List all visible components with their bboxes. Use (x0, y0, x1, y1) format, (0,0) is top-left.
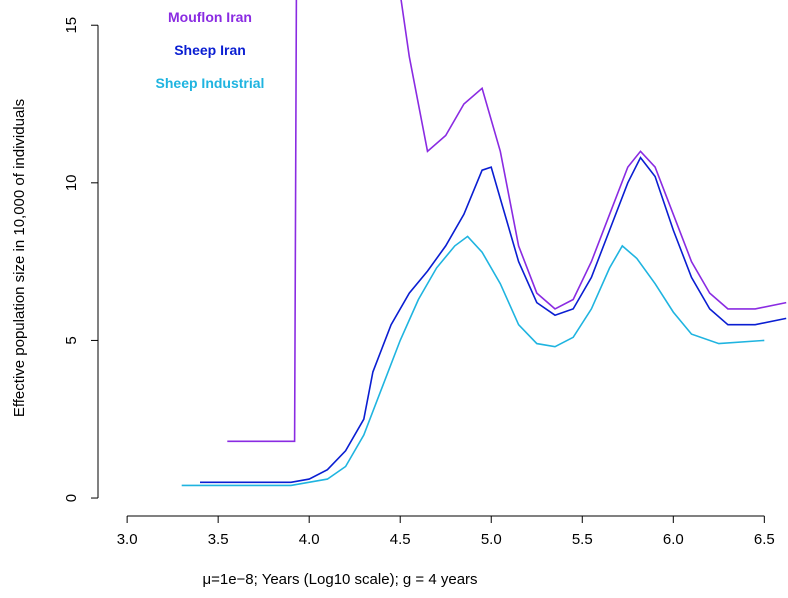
y-axis-label: Effective population size in 10,000 of i… (11, 99, 28, 417)
legend-entry: Sheep Industrial (156, 75, 265, 91)
series-line (200, 156, 787, 484)
x-tick-label: 4.5 (390, 531, 411, 548)
x-tick-label: 5.5 (572, 531, 593, 548)
series-line (181, 235, 765, 487)
legend-entry: Mouflon Iran (168, 9, 252, 25)
x-axis-label: μ=1e−8; Years (Log10 scale); g = 4 years (202, 571, 477, 588)
x-tick-label: 4.0 (299, 531, 320, 548)
x-tick-label: 3.0 (117, 531, 138, 548)
x-tick-label: 6.0 (663, 531, 684, 548)
plot-area (181, 0, 787, 487)
y-tick-label: 0 (63, 494, 80, 502)
legend-entry: Sheep Iran (174, 42, 246, 58)
y-tick-label: 5 (63, 336, 80, 344)
y-tick-label: 15 (63, 17, 80, 34)
x-tick-label: 3.5 (208, 531, 229, 548)
series-line (227, 0, 787, 443)
y-tick-label: 10 (63, 174, 80, 191)
x-tick-label: 6.5 (754, 531, 775, 548)
x-tick-label: 5.0 (481, 531, 502, 548)
